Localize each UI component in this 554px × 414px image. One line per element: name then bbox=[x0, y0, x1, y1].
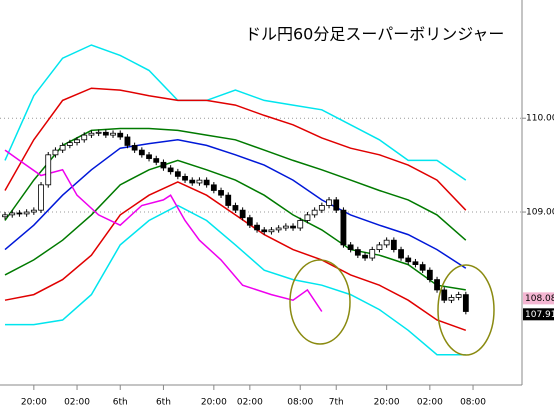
candle-body bbox=[318, 205, 325, 211]
candle-body bbox=[218, 190, 224, 196]
band-line bbox=[4, 87, 467, 211]
candle-body bbox=[326, 199, 332, 206]
candle-body bbox=[74, 139, 80, 144]
candle-body bbox=[419, 264, 426, 271]
y-tick-label: 110.00 bbox=[526, 114, 554, 124]
candle-body bbox=[117, 132, 124, 138]
candle-body bbox=[66, 142, 73, 146]
price-label-box bbox=[523, 308, 554, 321]
candle-body bbox=[246, 217, 253, 226]
candle-body bbox=[160, 161, 167, 169]
candle-body bbox=[462, 294, 469, 312]
candle-body bbox=[448, 297, 455, 301]
band-line bbox=[4, 139, 467, 269]
price-label-box bbox=[523, 292, 554, 305]
candle-body bbox=[455, 294, 462, 298]
y-tick-label: 109.00 bbox=[526, 208, 554, 218]
candle-body bbox=[102, 131, 109, 136]
x-tick-label: 20:00 bbox=[374, 398, 400, 408]
x-tick-label: 08:00 bbox=[287, 398, 313, 408]
candle-body bbox=[153, 158, 160, 163]
band-line bbox=[4, 149, 323, 312]
candle-body bbox=[362, 254, 368, 259]
x-tick-label: 08:00 bbox=[460, 398, 486, 408]
candle-body bbox=[354, 249, 361, 256]
candle-body bbox=[9, 212, 16, 216]
candle-body bbox=[239, 209, 246, 219]
band-line bbox=[4, 44, 467, 181]
candle-body bbox=[189, 179, 196, 184]
candle-body bbox=[398, 249, 404, 259]
candle-body bbox=[290, 225, 296, 229]
candle-body bbox=[16, 212, 23, 215]
candle-body bbox=[146, 154, 152, 159]
candle-body bbox=[261, 229, 268, 233]
x-tick-label: 02:00 bbox=[64, 398, 90, 408]
candle-body bbox=[275, 227, 282, 231]
candle-body bbox=[30, 209, 37, 213]
candle-body bbox=[88, 132, 95, 136]
band-line bbox=[4, 159, 466, 291]
candle-body bbox=[23, 211, 30, 215]
candle-body bbox=[174, 171, 181, 177]
candle-body bbox=[390, 239, 397, 250]
candle-body bbox=[196, 179, 203, 184]
candle-body bbox=[203, 179, 210, 186]
x-tick-label: 02:00 bbox=[237, 398, 263, 408]
x-tick-label: 20:00 bbox=[201, 398, 227, 408]
annotation-ellipse bbox=[437, 264, 495, 356]
candle-body bbox=[434, 279, 440, 291]
candle-body bbox=[369, 249, 376, 259]
candle-body bbox=[412, 261, 419, 265]
price-label: 107.91 bbox=[525, 310, 554, 320]
price-label: 108.08 bbox=[525, 294, 554, 304]
candle-body bbox=[383, 239, 390, 246]
x-tick-label: 20:00 bbox=[21, 398, 47, 408]
x-tick-label: 02:00 bbox=[417, 398, 443, 408]
candle-body bbox=[347, 244, 354, 250]
candle-body bbox=[376, 244, 383, 250]
candle-body bbox=[297, 220, 304, 229]
candle-body bbox=[441, 289, 448, 301]
candle-body bbox=[311, 209, 318, 216]
candle-body bbox=[225, 194, 232, 206]
candle-body bbox=[52, 149, 59, 156]
candle-body bbox=[81, 134, 88, 141]
candle-body bbox=[124, 136, 131, 146]
x-tick-label: 6th bbox=[113, 398, 128, 408]
candle-body bbox=[131, 145, 138, 151]
candle-body bbox=[45, 154, 52, 186]
candle-body bbox=[210, 184, 217, 191]
candle-body bbox=[38, 184, 44, 211]
candle-body bbox=[2, 214, 8, 218]
candle-body bbox=[405, 257, 412, 263]
candle-body bbox=[282, 225, 289, 229]
annotation-ellipse bbox=[289, 259, 351, 345]
candle-body bbox=[182, 175, 188, 181]
candle-body bbox=[304, 214, 311, 221]
chart-title: ドル円60分足スーパーボリンジャー bbox=[245, 25, 504, 44]
x-tick-label: 6th bbox=[156, 398, 171, 408]
x-tick-label: 7th bbox=[329, 398, 344, 408]
candle-body bbox=[95, 131, 102, 134]
band-line bbox=[4, 181, 467, 332]
candle-body bbox=[340, 209, 347, 246]
candle-body bbox=[232, 205, 239, 211]
candle-body bbox=[167, 167, 174, 173]
candle-body bbox=[138, 149, 145, 156]
candle-body bbox=[268, 229, 275, 233]
candle-body bbox=[333, 199, 340, 211]
candle-body bbox=[254, 224, 260, 231]
band-line bbox=[5, 204, 466, 356]
candle-body bbox=[59, 145, 66, 151]
candle-body bbox=[110, 132, 116, 136]
candle-body bbox=[426, 269, 433, 281]
